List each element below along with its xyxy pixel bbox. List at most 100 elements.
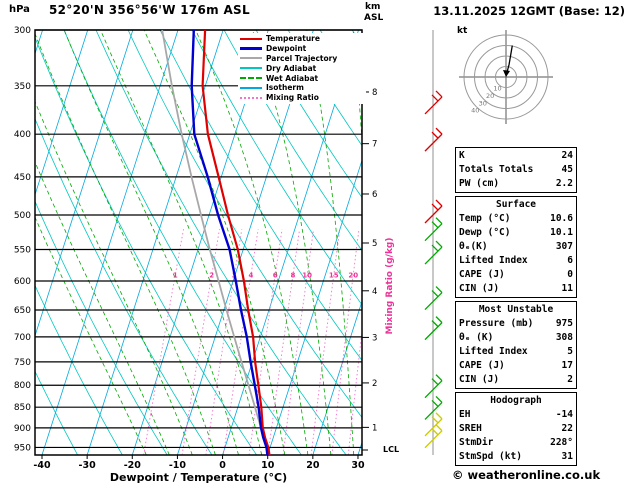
index-row: PW (cm) 2.2	[459, 177, 573, 191]
legend-item: Dewpoint	[240, 44, 364, 54]
svg-text:4: 4	[372, 287, 377, 297]
svg-text:1: 1	[372, 423, 377, 433]
index-row: Lifted Index 6	[459, 254, 573, 268]
hodograph-panel: Hodograph EH -14 SREH 22 StmDir 228° StmSpd…	[455, 392, 577, 466]
index-value: 307	[555, 241, 573, 252]
mixing-ratio-lines: 1 2 3 4 6 8 10 15 20 25	[143, 229, 374, 455]
svg-text:450: 450	[14, 173, 31, 183]
svg-text:300: 300	[14, 26, 31, 36]
sounding-profiles	[161, 30, 271, 455]
index-value: 2.2	[555, 178, 573, 189]
index-label: Temp (°C)	[459, 213, 511, 224]
svg-text:5: 5	[372, 239, 377, 249]
svg-text:7: 7	[372, 140, 377, 150]
index-value: 5	[567, 346, 573, 357]
svg-text:-20: -20	[124, 460, 142, 471]
station-title: 52°20'N 356°56'W 176m ASL	[49, 3, 250, 17]
dry-adiabat-lines	[35, 30, 362, 455]
svg-text:2: 2	[209, 271, 214, 279]
legend-line-sample	[240, 67, 262, 70]
legend-item: Parcel Trajectory	[240, 54, 364, 64]
index-value: 975	[555, 318, 573, 329]
svg-text:950: 950	[14, 443, 31, 453]
svg-text:750: 750	[14, 358, 31, 368]
svg-text:10: 10	[493, 84, 501, 92]
svg-text:800: 800	[14, 381, 31, 391]
svg-text:400: 400	[14, 130, 31, 140]
svg-text:350: 350	[14, 82, 31, 92]
index-label: EH	[459, 409, 471, 420]
legend-line-sample	[240, 96, 262, 99]
svg-text:550: 550	[14, 246, 31, 256]
index-value: 22	[561, 423, 573, 434]
index-value: 6	[567, 255, 573, 266]
pressure-unit-label: hPa	[9, 4, 30, 15]
index-row: StmDir 228°	[459, 436, 573, 450]
index-value: 24	[561, 150, 573, 161]
index-value: 17	[561, 360, 573, 371]
index-row: Dewp (°C) 10.1	[459, 226, 573, 240]
index-value: 31	[561, 451, 573, 462]
isotherm-lines	[35, 30, 362, 455]
svg-text:25: 25	[364, 271, 374, 279]
index-label: PW (cm)	[459, 178, 500, 189]
altitude-ref-label: ASL	[364, 13, 384, 23]
svg-text:8: 8	[291, 271, 296, 279]
index-row: CAPE (J) 0	[459, 268, 573, 282]
legend-item: Temperature	[240, 34, 364, 44]
svg-text:2: 2	[372, 379, 377, 389]
index-value: 2	[567, 374, 573, 385]
svg-text:30: 30	[351, 460, 365, 471]
x-axis-label: Dewpoint / Temperature (°C)	[109, 471, 288, 484]
legend-item: Isotherm	[240, 83, 364, 93]
svg-text:850: 850	[14, 403, 31, 413]
legend-item: Mixing Ratio	[240, 93, 364, 103]
index-row: CIN (J) 11	[459, 282, 573, 296]
index-label: CIN (J)	[459, 374, 500, 385]
svg-text:10: 10	[302, 271, 312, 279]
panel-title: Surface	[495, 199, 537, 210]
legend-line-sample	[240, 57, 262, 60]
lcl-label: LCL	[383, 445, 400, 454]
copyright: © weatheronline.co.uk	[452, 468, 601, 482]
legend-line-sample	[240, 37, 262, 40]
most-unstable-panel: Most Unstable Pressure (mb) 975 θₑ (K) 308…	[455, 301, 577, 389]
index-row: CIN (J) 2	[459, 373, 573, 387]
indices-panels: K 24 Totals Totals 45 PW (cm) 2.2 Surface T…	[455, 147, 577, 469]
dewpoint-curve	[190, 30, 269, 455]
legend-label: Parcel Trajectory	[266, 53, 338, 63]
svg-text:8: 8	[372, 88, 377, 98]
svg-text:650: 650	[14, 306, 31, 316]
index-row: EH -14	[459, 408, 573, 422]
svg-text:20: 20	[306, 460, 320, 471]
legend-line-sample	[240, 47, 262, 51]
index-label: Pressure (mb)	[459, 318, 534, 329]
index-row: θₑ (K) 308	[459, 331, 573, 345]
temperature-axis-labels: -40 -30 -20 -10 0 10 20 30	[33, 455, 365, 471]
index-value: 308	[555, 332, 573, 343]
svg-text:10: 10	[261, 460, 275, 471]
index-label: θₑ(K)	[459, 241, 488, 252]
svg-text:6: 6	[372, 190, 377, 200]
index-value: 10.6	[550, 213, 573, 224]
legend-label: Dry Adiabat	[266, 63, 317, 73]
index-label: θₑ (K)	[459, 332, 494, 343]
svg-text:1: 1	[173, 271, 178, 279]
surface-panel: Surface Temp (°C) 10.6 Dewp (°C) 10.1 θₑ(K…	[455, 196, 577, 298]
index-row: SREH 22	[459, 422, 573, 436]
chart-border	[34, 29, 363, 456]
index-value: 0	[567, 269, 573, 280]
index-row: θₑ(K) 307	[459, 240, 573, 254]
index-label: Lifted Index	[459, 346, 528, 357]
altitude-unit-label: km	[365, 2, 381, 12]
legend-label: Wet Adiabat	[266, 73, 319, 83]
wind-barbs	[424, 30, 443, 455]
index-row: Pressure (mb) 975	[459, 317, 573, 331]
legend-label: Dewpoint	[266, 44, 307, 54]
index-row: K 24	[459, 149, 573, 163]
index-label: CIN (J)	[459, 283, 500, 294]
panel-title: Most Unstable	[478, 304, 554, 315]
background-grid: 1 2 3 4 6 8 10 15 20 25	[35, 30, 374, 455]
